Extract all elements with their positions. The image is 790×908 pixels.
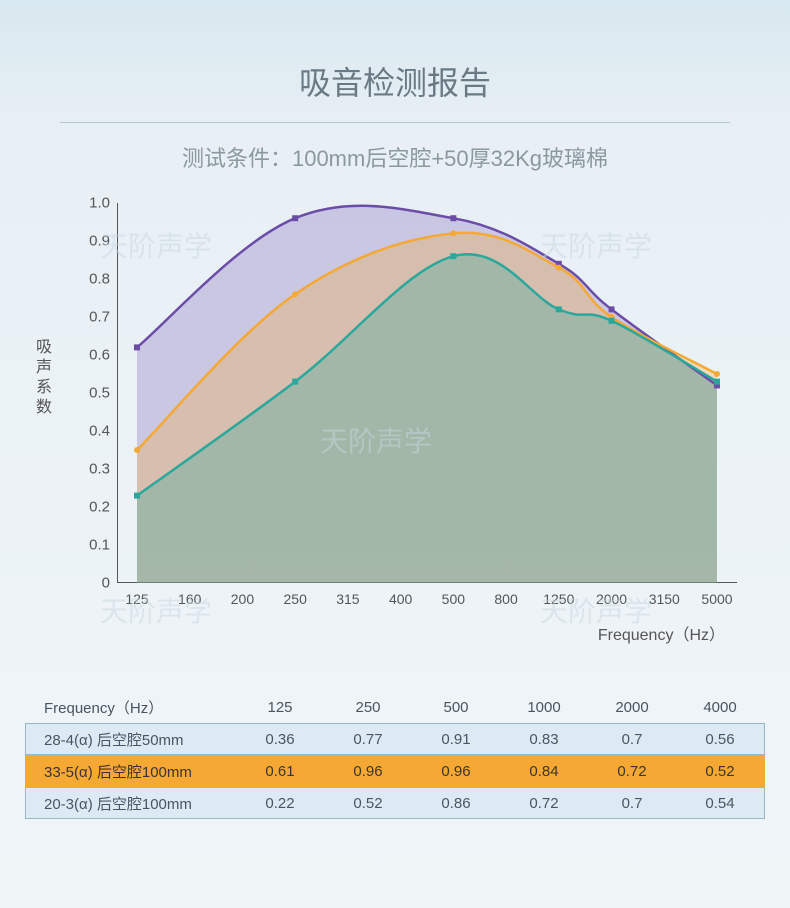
series-teal-marker bbox=[134, 493, 140, 499]
y-tick: 0.8 bbox=[89, 271, 110, 288]
y-tick: 0.7 bbox=[89, 309, 110, 326]
title-divider bbox=[60, 122, 730, 123]
x-tick: 5000 bbox=[701, 591, 732, 607]
series-orange-marker bbox=[556, 265, 562, 271]
series-teal-marker bbox=[292, 379, 298, 385]
table-cell: 2000 bbox=[588, 699, 676, 716]
table-row: 20-3(α) 后空腔100mm0.220.520.860.720.70.54 bbox=[25, 787, 765, 819]
y-tick: 0 bbox=[102, 575, 110, 592]
table-header-row: Frequency（Hz）125250500100020004000 bbox=[25, 691, 765, 723]
x-tick: 500 bbox=[442, 591, 465, 607]
table-cell: 250 bbox=[324, 699, 412, 716]
table-header-label: Frequency（Hz） bbox=[26, 697, 236, 718]
table-cell: 0.56 bbox=[676, 731, 764, 748]
table-cell: 0.72 bbox=[500, 795, 588, 812]
series-orange-marker bbox=[450, 230, 456, 236]
table-cell: 0.52 bbox=[676, 763, 764, 780]
table-cell: 0.52 bbox=[324, 795, 412, 812]
series-orange-marker bbox=[134, 447, 140, 453]
series-teal-marker bbox=[609, 318, 615, 324]
table-cell: 500 bbox=[412, 699, 500, 716]
series-teal-marker bbox=[714, 379, 720, 385]
table-cell: 1000 bbox=[500, 699, 588, 716]
series-purple-marker bbox=[450, 215, 456, 221]
x-tick: 3150 bbox=[649, 591, 680, 607]
plot-area bbox=[117, 203, 737, 583]
x-tick: 250 bbox=[283, 591, 306, 607]
x-tick: 200 bbox=[231, 591, 254, 607]
table-cell: 125 bbox=[236, 699, 324, 716]
chart-container: 吸声系数 00.10.20.30.40.50.60.70.80.91.0 125… bbox=[35, 203, 755, 643]
y-tick: 0.5 bbox=[89, 385, 110, 402]
x-tick: 2000 bbox=[596, 591, 627, 607]
y-tick: 0.6 bbox=[89, 347, 110, 364]
series-orange-marker bbox=[292, 291, 298, 297]
table-row: 33-5(α) 后空腔100mm0.610.960.960.840.720.52 bbox=[25, 755, 765, 787]
series-orange-marker bbox=[714, 371, 720, 377]
x-tick: 1250 bbox=[543, 591, 574, 607]
series-purple-marker bbox=[134, 344, 140, 350]
table-cell: 0.84 bbox=[500, 763, 588, 780]
table-cell: 0.7 bbox=[588, 795, 676, 812]
x-tick: 160 bbox=[178, 591, 201, 607]
table-cell: 0.7 bbox=[588, 731, 676, 748]
table-row-label: 28-4(α) 后空腔50mm bbox=[26, 729, 236, 750]
x-tick: 400 bbox=[389, 591, 412, 607]
x-tick: 800 bbox=[494, 591, 517, 607]
data-table: Frequency（Hz）12525050010002000400028-4(α… bbox=[25, 691, 765, 819]
table-cell: 0.91 bbox=[412, 731, 500, 748]
report-subtitle: 测试条件：100mm后空腔+50厚32Kg玻璃棉 bbox=[0, 141, 790, 173]
x-tick: 315 bbox=[336, 591, 359, 607]
y-tick: 0.1 bbox=[89, 537, 110, 554]
table-cell: 4000 bbox=[676, 699, 764, 716]
table-cell: 0.83 bbox=[500, 731, 588, 748]
series-purple-marker bbox=[292, 215, 298, 221]
table-cell: 0.61 bbox=[236, 763, 324, 780]
x-axis-label: Frequency（Hz） bbox=[598, 621, 725, 645]
x-tick: 125 bbox=[125, 591, 148, 607]
table-cell: 0.72 bbox=[588, 763, 676, 780]
y-axis-label: 吸声系数 bbox=[29, 338, 53, 418]
table-row: 28-4(α) 后空腔50mm0.360.770.910.830.70.56 bbox=[25, 723, 765, 755]
y-tick: 0.4 bbox=[89, 423, 110, 440]
report-title: 吸音检测报告 bbox=[0, 0, 790, 104]
table-cell: 0.77 bbox=[324, 731, 412, 748]
table-cell: 0.96 bbox=[412, 763, 500, 780]
series-teal-marker bbox=[450, 253, 456, 259]
table-cell: 0.22 bbox=[236, 795, 324, 812]
series-teal-marker bbox=[556, 306, 562, 312]
y-tick: 1.0 bbox=[89, 195, 110, 212]
table-cell: 0.96 bbox=[324, 763, 412, 780]
y-tick: 0.9 bbox=[89, 233, 110, 250]
y-tick: 0.3 bbox=[89, 461, 110, 478]
table-row-label: 33-5(α) 后空腔100mm bbox=[26, 761, 236, 782]
chart-svg bbox=[117, 203, 737, 583]
table-row-label: 20-3(α) 后空腔100mm bbox=[26, 793, 236, 814]
table-cell: 0.86 bbox=[412, 795, 500, 812]
y-tick: 0.2 bbox=[89, 499, 110, 516]
table-cell: 0.36 bbox=[236, 731, 324, 748]
table-cell: 0.54 bbox=[676, 795, 764, 812]
series-purple-marker bbox=[609, 306, 615, 312]
